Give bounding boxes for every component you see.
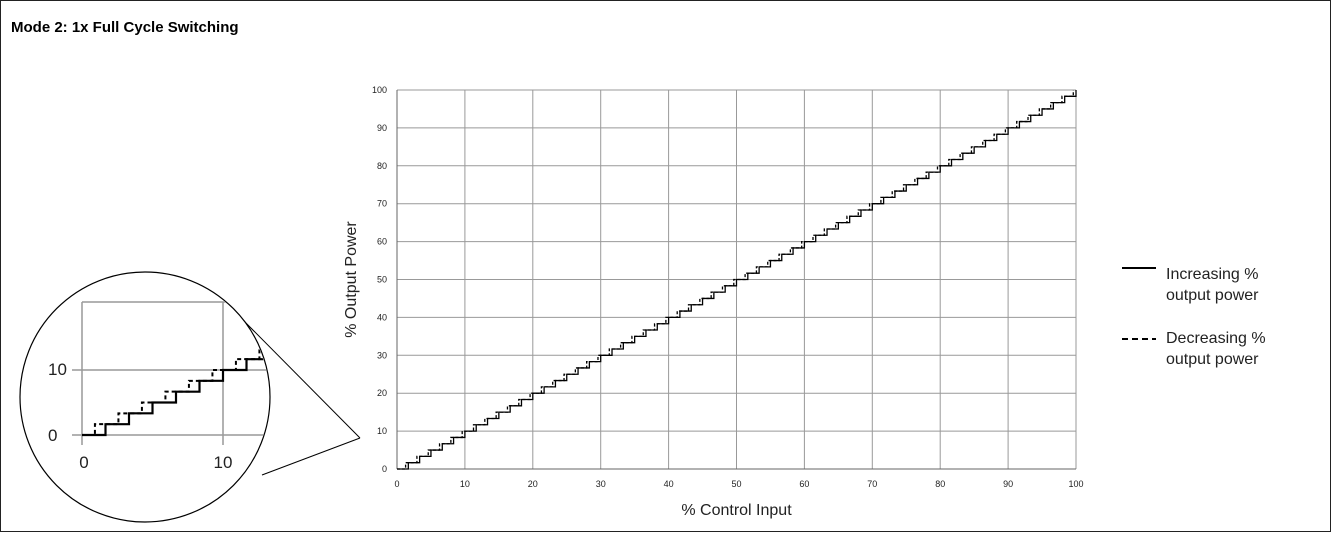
inset-circle bbox=[19, 271, 271, 523]
inset-x-tick-10: 10 bbox=[214, 453, 233, 472]
y-tick-label: 100 bbox=[372, 85, 387, 95]
x-axis-label: % Control Input bbox=[681, 502, 792, 519]
inset-connector-bottom bbox=[261, 437, 361, 476]
series-decreasing-line bbox=[397, 90, 1074, 470]
legend-label-increasing-2: output power bbox=[1166, 287, 1259, 304]
x-tick-label: 70 bbox=[867, 479, 877, 489]
y-tick-label: 60 bbox=[377, 237, 387, 247]
series-increasing-line bbox=[397, 90, 1077, 470]
y-tick-label: 80 bbox=[377, 161, 387, 171]
x-tick-label: 30 bbox=[596, 479, 606, 489]
legend-label-decreasing-1: Decreasing % bbox=[1166, 330, 1266, 347]
legend: Increasing % output power Decreasing % o… bbox=[1122, 266, 1266, 368]
y-tick-label: 30 bbox=[377, 350, 387, 360]
inset-y-tick-10: 10 bbox=[48, 360, 67, 379]
x-tick-label: 10 bbox=[460, 479, 470, 489]
figure-title: Mode 2: 1x Full Cycle Switching bbox=[11, 19, 239, 36]
inset-x-tick-0: 0 bbox=[79, 453, 88, 472]
y-tick-label: 50 bbox=[377, 275, 387, 285]
y-tick-label: 0 bbox=[382, 464, 387, 474]
inset-y-tick-0: 0 bbox=[48, 426, 57, 445]
x-tick-label: 90 bbox=[1003, 479, 1013, 489]
x-tick-label: 20 bbox=[528, 479, 538, 489]
x-tick-labels: 0 10 20 30 40 50 60 70 80 90 100 bbox=[394, 479, 1083, 489]
series-lines bbox=[397, 90, 1077, 470]
grid bbox=[396, 89, 1077, 470]
y-tick-label: 10 bbox=[377, 426, 387, 436]
x-tick-label: 60 bbox=[799, 479, 809, 489]
y-axis-label: % Output Power bbox=[343, 221, 360, 338]
y-tick-labels: 0 10 20 30 40 50 60 70 80 90 100 bbox=[372, 85, 387, 474]
x-tick-label: 80 bbox=[935, 479, 945, 489]
legend-label-decreasing-2: output power bbox=[1166, 351, 1259, 368]
y-tick-label: 40 bbox=[377, 312, 387, 322]
legend-label-increasing-1: Increasing % bbox=[1166, 266, 1259, 283]
x-tick-label: 50 bbox=[731, 479, 741, 489]
x-tick-label: 0 bbox=[394, 479, 399, 489]
zoom-inset: 10 0 0 10 bbox=[19, 271, 361, 523]
y-tick-label: 20 bbox=[377, 388, 387, 398]
y-tick-label: 70 bbox=[377, 199, 387, 209]
inset-increasing-line bbox=[82, 337, 269, 437]
inset-connector-top bbox=[242, 319, 361, 439]
x-tick-label: 100 bbox=[1068, 479, 1083, 489]
x-tick-label: 40 bbox=[664, 479, 674, 489]
y-tick-label: 90 bbox=[377, 123, 387, 133]
